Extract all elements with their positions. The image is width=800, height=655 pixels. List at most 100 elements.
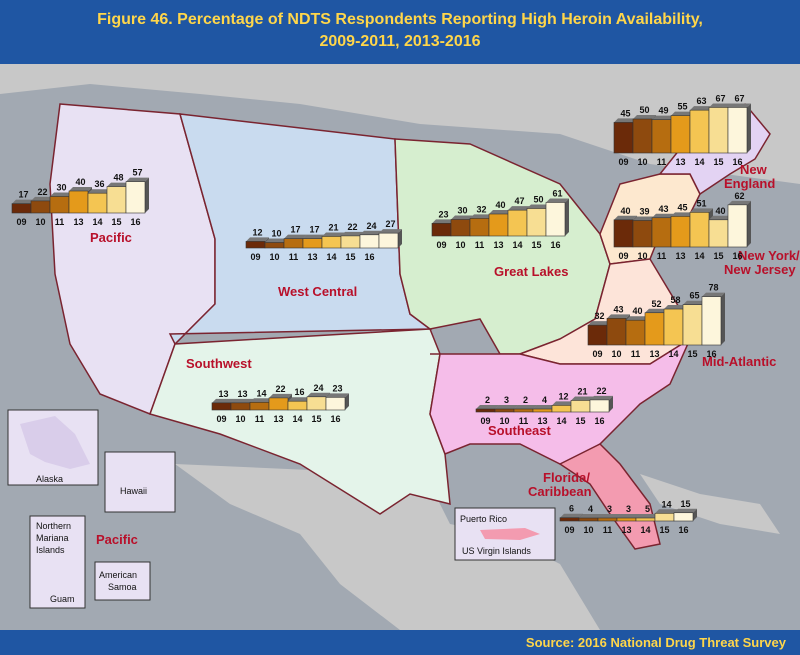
bar-new-england (613, 122, 634, 154)
bar-top-southeast (533, 405, 556, 409)
year-label-great-lakes: 09 (436, 240, 446, 250)
bar-pacific (87, 192, 108, 214)
bar-southeast (475, 408, 496, 413)
bar-value-label-new-york-new-jersey: 45 (677, 202, 687, 212)
bar-florida-caribbean (635, 517, 656, 522)
bar-value-label-mid-atlantic: 32 (594, 311, 604, 321)
bar-value-label-pacific: 17 (18, 190, 28, 200)
bar-value-label-mid-atlantic: 78 (708, 283, 718, 293)
bar-group-florida-caribbean: 6 4 3 3 5 14 15 09 10 11 13 14 15 16 (559, 499, 697, 535)
bar-value-label-florida-caribbean: 15 (680, 499, 690, 509)
bar-new-england (708, 107, 729, 154)
bar-mid-atlantic (644, 312, 665, 346)
bar-side-mid-atlantic (721, 292, 725, 345)
bar-top-west-central (322, 232, 345, 237)
bar-top-florida-caribbean (655, 509, 678, 514)
bar-top-mid-atlantic (607, 314, 630, 319)
year-label-mid-atlantic: 13 (649, 349, 659, 359)
hawaii-inset (104, 451, 176, 513)
region-label-southwest: Southwest (186, 356, 252, 371)
bar-southwest (306, 396, 327, 411)
marianas-label-line3: Islands (36, 545, 65, 555)
bar-southwest (211, 402, 232, 411)
bar-top-new-york-new-jersey (690, 208, 713, 213)
samoa-label-line2: Samoa (108, 582, 137, 592)
bar-top-great-lakes (451, 215, 474, 220)
year-label-southeast: 15 (575, 416, 585, 426)
bar-great-lakes (507, 209, 528, 237)
bar-top-great-lakes (527, 204, 550, 209)
bar-side-great-lakes (565, 198, 569, 236)
year-label-mid-atlantic: 11 (631, 349, 641, 359)
bar-value-label-florida-caribbean: 3 (626, 504, 631, 514)
bar-pacific (49, 196, 70, 214)
bar-mid-atlantic (587, 324, 608, 346)
marianas-label-line2: Mariana (36, 533, 69, 543)
year-label-southwest: 11 (255, 414, 265, 424)
canada-land (0, 64, 800, 184)
year-label-southeast: 10 (499, 416, 509, 426)
mexico-land (175, 464, 600, 630)
year-label-new-york-new-jersey: 11 (657, 251, 667, 261)
bar-top-florida-caribbean (560, 513, 583, 518)
bar-value-label-great-lakes: 23 (438, 209, 448, 219)
bar-top-new-york-new-jersey (728, 200, 751, 205)
bar-southeast (570, 400, 591, 413)
bar-value-label-west-central: 24 (366, 221, 376, 231)
bar-new-york-new-jersey (670, 216, 691, 248)
bar-value-label-new-england: 55 (677, 102, 687, 112)
year-label-great-lakes: 10 (455, 240, 465, 250)
bar-value-label-new-england: 63 (696, 96, 706, 106)
region-label-mid-atlantic: Mid-Atlantic (702, 354, 776, 369)
bar-value-label-pacific: 30 (56, 183, 66, 193)
bar-top-west-central (379, 229, 402, 234)
bar-new-york-new-jersey (632, 220, 653, 248)
region-map: Alaska Hawaii Northern Mariana Islands G… (0, 64, 800, 630)
bar-value-label-southeast: 22 (596, 386, 606, 396)
bar-value-label-west-central: 17 (309, 225, 319, 235)
guam-label: Guam (50, 594, 75, 604)
bar-southwest (325, 397, 346, 411)
bar-value-label-new-york-new-jersey: 43 (658, 204, 668, 214)
bar-top-new-england (652, 115, 675, 120)
bar-value-label-west-central: 10 (271, 229, 281, 239)
bar-value-label-new-york-new-jersey: 40 (620, 206, 630, 216)
bar-west-central (340, 235, 361, 249)
bar-value-label-new-york-new-jersey: 40 (715, 206, 725, 216)
bar-value-label-mid-atlantic: 58 (670, 295, 680, 305)
bar-value-label-pacific: 36 (94, 179, 104, 189)
bar-value-label-pacific: 40 (75, 177, 85, 187)
bar-value-label-southeast: 3 (504, 395, 509, 405)
puerto-rico-label: Puerto Rico (460, 514, 507, 524)
bar-new-england (670, 115, 691, 154)
bar-new-york-new-jersey (689, 212, 710, 248)
samoa-inset (94, 561, 151, 601)
bar-value-label-southwest: 14 (256, 388, 266, 398)
bar-side-florida-caribbean (693, 508, 697, 521)
bar-southwest (230, 402, 251, 411)
bar-top-west-central (341, 231, 364, 236)
bar-value-label-pacific: 22 (37, 187, 47, 197)
bar-southeast (551, 405, 572, 413)
year-label-west-central: 16 (364, 252, 374, 262)
bar-value-label-west-central: 21 (328, 222, 338, 232)
year-label-new-england: 14 (694, 157, 704, 167)
bar-group-southwest: 13 13 14 22 16 24 23 09 10 11 13 14 15 16 (211, 383, 349, 424)
year-label-great-lakes: 14 (512, 240, 522, 250)
bar-value-label-mid-atlantic: 43 (613, 304, 623, 314)
bar-top-mid-atlantic (664, 305, 687, 310)
region-label-new-england-line2: England (724, 176, 775, 191)
bar-southeast (532, 408, 553, 413)
bar-group-new-york-new-jersey: 40 39 43 45 51 40 62 09 10 11 13 14 15 16 (613, 191, 751, 261)
bar-top-west-central (303, 234, 326, 239)
bar-new-england (727, 107, 748, 154)
bar-value-label-mid-atlantic: 52 (651, 299, 661, 309)
year-label-new-york-new-jersey: 14 (694, 251, 704, 261)
year-label-new-england: 16 (732, 157, 742, 167)
bar-value-label-new-england: 45 (620, 108, 630, 118)
year-label-west-central: 13 (307, 252, 317, 262)
cuba-land (640, 474, 780, 534)
virgin-islands-label: US Virgin Islands (462, 546, 531, 556)
bar-southwest (249, 401, 270, 411)
